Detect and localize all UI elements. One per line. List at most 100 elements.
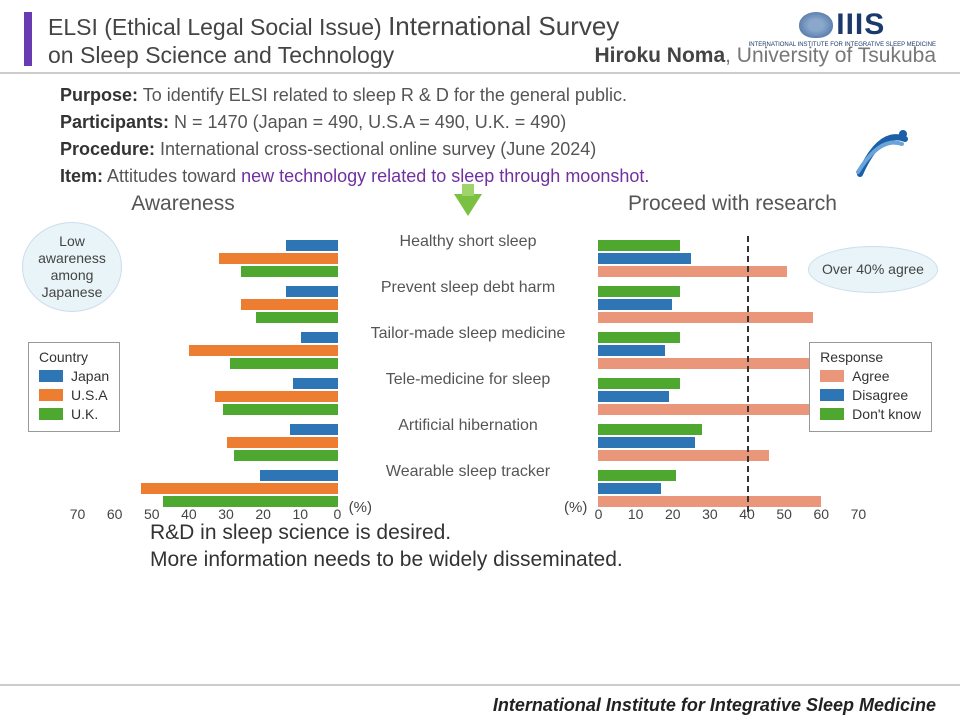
procedure-key: Procedure: [60, 139, 155, 159]
axis-tick: 10 [282, 506, 319, 522]
bar [598, 358, 821, 369]
footer: International Institute for Integrative … [493, 695, 936, 716]
bar [293, 378, 338, 389]
brain-icon [799, 12, 833, 38]
bar [260, 470, 338, 481]
right-chart-title: Proceed with research [598, 192, 932, 216]
bar [598, 378, 680, 389]
conclusion: R&D in sleep science is desired. More in… [0, 518, 960, 573]
legend-swatch [820, 370, 844, 382]
purpose-val: To identify ELSI related to sleep R & D … [138, 85, 627, 105]
bar [598, 437, 695, 448]
category-label: Tele-medicine for sleep [338, 356, 598, 402]
axis-tick: 20 [654, 506, 691, 522]
meta-purpose: Purpose: To identify ELSI related to sle… [60, 82, 920, 109]
participants-val: N = 1470 (Japan = 490, U.S.A = 490, U.K.… [169, 112, 566, 132]
legend-row: Agree [820, 368, 921, 384]
bar [141, 483, 338, 494]
legend-row: Japan [39, 368, 109, 384]
logo-text: IIIS [836, 8, 885, 42]
left-legend-title: Country [39, 349, 109, 365]
logo-main: IIIS [799, 8, 885, 42]
bar [215, 391, 338, 402]
bar [223, 404, 338, 415]
footer-divider [0, 684, 960, 686]
bar [598, 266, 787, 277]
category-label: Prevent sleep debt harm [338, 264, 598, 310]
bar [598, 450, 769, 461]
meta-procedure: Procedure: International cross-sectional… [60, 136, 920, 163]
category-labels: Healthy short sleepPrevent sleep debt ha… [338, 218, 598, 494]
left-callout: Low awareness among Japanese [22, 222, 122, 311]
legend-label: Don't know [852, 406, 921, 422]
bar [598, 299, 672, 310]
title-main-1: International Survey [388, 11, 619, 41]
bar [286, 240, 338, 251]
legend-row: Disagree [820, 387, 921, 403]
right-legend-title: Response [820, 349, 921, 365]
bar [301, 332, 338, 343]
axis-tick: 40 [729, 506, 766, 522]
axis-tick: 40 [170, 506, 207, 522]
procedure-val: International cross-sectional online sur… [155, 139, 596, 159]
bar-group [598, 282, 858, 328]
right-axis: 010203040506070 [580, 502, 877, 518]
bar [598, 470, 676, 481]
axis-tick: 10 [617, 506, 654, 522]
bar [598, 391, 669, 402]
item-highlight: new technology related to sleep through … [241, 166, 649, 186]
axis-tick: 60 [96, 506, 133, 522]
legend-swatch [39, 408, 63, 420]
meta-participants: Participants: N = 1470 (Japan = 490, U.S… [60, 109, 920, 136]
bar [598, 240, 680, 251]
bar [598, 345, 665, 356]
category-label: Artificial hibernation [338, 402, 598, 448]
author-affiliation: , University of Tsukuba [725, 44, 936, 67]
right-chart: Proceed with research 010203040506070 (%… [598, 192, 932, 518]
bar [598, 286, 680, 297]
axis-tick: 50 [133, 506, 170, 522]
axis-tick: 50 [766, 506, 803, 522]
bar [256, 312, 338, 323]
meta-block: Purpose: To identify ELSI related to sle… [0, 74, 960, 192]
bar [227, 437, 338, 448]
title-prefix: ELSI (Ethical Legal Social Issue) [48, 14, 388, 40]
legend-swatch [39, 370, 63, 382]
left-axis: 010203040506070 [59, 502, 356, 518]
bar [598, 332, 680, 343]
axis-tick: 20 [245, 506, 282, 522]
legend-row: U.K. [39, 406, 109, 422]
conclusion-l1: R&D in sleep science is desired. [150, 520, 960, 546]
legend-row: U.S.A [39, 387, 109, 403]
category-label: Healthy short sleep [338, 218, 598, 264]
arrow-down-icon [454, 194, 482, 216]
bar [241, 266, 338, 277]
category-label: Tailor-made sleep medicine [338, 310, 598, 356]
author: Hiroku Noma, University of Tsukuba [594, 44, 936, 68]
legend-swatch [820, 389, 844, 401]
participants-key: Participants: [60, 112, 169, 132]
bar [598, 312, 813, 323]
legend-swatch [39, 389, 63, 401]
left-legend: Country Japan U.S.A U.K. [28, 342, 120, 432]
header-accent-bar [24, 12, 32, 66]
bar-group [78, 282, 338, 328]
left-chart: Awareness 010203040506070 (%) Low awaren… [28, 192, 338, 518]
axis-tick: 30 [691, 506, 728, 522]
iiis-logo: IIIS INTERNATIONAL INSTITUTE FOR INTEGRA… [749, 8, 936, 48]
legend-swatch [820, 408, 844, 420]
charts-row: Awareness 010203040506070 (%) Low awaren… [0, 192, 960, 518]
legend-label: U.S.A [71, 387, 108, 403]
legend-label: Disagree [852, 387, 908, 403]
bar [234, 450, 338, 461]
left-chart-title: Awareness [28, 192, 338, 216]
conclusion-l2: More information needs to be widely diss… [150, 547, 960, 573]
item-val-1: Attitudes toward [103, 166, 241, 186]
bar [598, 404, 813, 415]
slide: ELSI (Ethical Legal Social Issue) Intern… [0, 0, 960, 720]
meta-item: Item: Attitudes toward new technology re… [60, 163, 920, 190]
bar [219, 253, 338, 264]
bar [598, 483, 661, 494]
bar [286, 286, 338, 297]
right-legend: Response Agree Disagree Don't know [809, 342, 932, 432]
